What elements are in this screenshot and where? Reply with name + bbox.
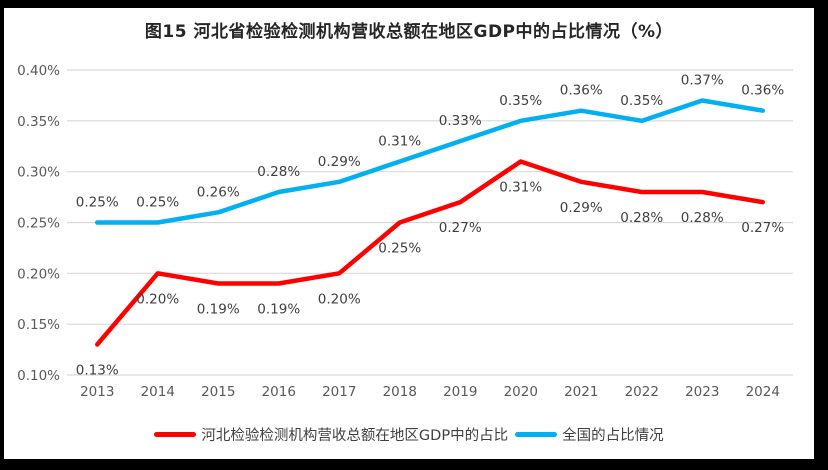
y-axis-tick-label: 0.40% [17, 63, 60, 79]
y-axis-tick-label: 0.15% [17, 317, 60, 333]
y-axis-tick-label: 0.25% [17, 216, 60, 232]
data-label: 0.37% [681, 73, 724, 89]
line-chart-plot-area: 0.40% 0.35% 0.30% 0.25% 0.20% 0.15% 0.10% 2013 2… [17, 63, 793, 400]
data-label: 0.35% [499, 93, 542, 109]
data-label: 0.31% [499, 180, 542, 196]
data-label: 0.19% [257, 302, 300, 318]
x-axis-tick-label: 2023 [685, 384, 719, 400]
x-axis-tick-label: 2014 [141, 384, 175, 400]
legend-label-hebei: 河北检验检测机构营收总额在地区GDP中的占比 [201, 428, 509, 444]
y-axis-tick-label: 0.30% [17, 165, 60, 181]
data-label: 0.28% [681, 210, 724, 226]
x-axis-tick-label: 2020 [504, 384, 538, 400]
data-label: 0.29% [318, 154, 361, 170]
legend-item-national: 全国的占比情况 [515, 424, 664, 445]
chart-legend: 河北检验检测机构营收总额在地区GDP中的占比 全国的占比情况 [4, 424, 814, 445]
data-label: 0.33% [439, 113, 482, 129]
data-label: 0.13% [76, 363, 119, 379]
legend-swatch-hebei-red-line [154, 432, 197, 437]
series-line-hebei [95, 159, 765, 347]
data-label: 0.31% [378, 134, 421, 150]
y-axis-tick-label: 0.35% [17, 114, 60, 130]
data-label: 0.35% [620, 93, 663, 109]
data-label: 0.36% [560, 83, 603, 99]
data-label: 0.36% [741, 83, 784, 99]
data-label: 0.25% [76, 195, 119, 211]
x-axis-tick-label: 2017 [322, 384, 356, 400]
x-axis-tick-label: 2021 [564, 384, 598, 400]
data-label: 0.27% [741, 220, 784, 236]
x-axis-tick-label: 2013 [80, 384, 114, 400]
y-axis-tick-label: 0.10% [17, 368, 60, 384]
data-label: 0.26% [197, 184, 240, 200]
data-label: 0.25% [136, 195, 179, 211]
data-label: 0.20% [318, 291, 361, 307]
y-axis-tick-label: 0.20% [17, 266, 60, 282]
series-line-national [95, 98, 765, 225]
data-label: 0.28% [620, 210, 663, 226]
x-axis-tick-label: 2015 [201, 384, 235, 400]
legend-label-national: 全国的占比情况 [562, 428, 664, 444]
x-axis-tick-label: 2022 [625, 384, 659, 400]
data-label: 0.20% [136, 291, 179, 307]
chart-title: 图15 河北省检验检测机构营收总额在地区GDP中的占比情况（%） [144, 22, 674, 42]
x-axis-tick-label: 2016 [262, 384, 296, 400]
data-label: 0.27% [439, 220, 482, 236]
legend-item-hebei: 河北检验检测机构营收总额在地区GDP中的占比 [154, 424, 508, 445]
x-axis-tick-label: 2024 [746, 384, 780, 400]
data-label: 0.19% [197, 302, 240, 318]
legend-swatch-national-blue-line [515, 432, 558, 437]
x-axis-tick-label: 2018 [383, 384, 417, 400]
data-label: 0.28% [257, 164, 300, 180]
x-axis-tick-label: 2019 [443, 384, 477, 400]
data-label: 0.25% [378, 241, 421, 257]
data-label: 0.29% [560, 200, 603, 216]
